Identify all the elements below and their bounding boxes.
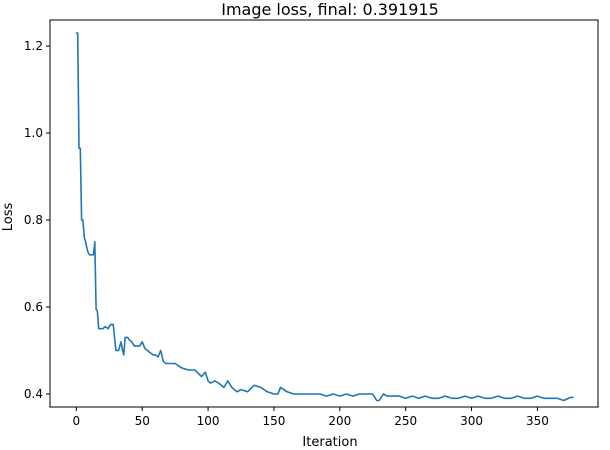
x-tick-label: 350 [526, 414, 549, 428]
y-axis-label: Loss [1, 203, 16, 232]
x-tick-label: 0 [73, 414, 81, 428]
y-axis-ticks: 0.4 0.6 0.8 1.0 1.2 [24, 39, 50, 401]
chart-title: Image loss, final: 0.391915 [221, 0, 439, 19]
x-tick-label: 250 [394, 414, 417, 428]
x-axis-ticks: 0 50 100 150 200 250 300 350 [73, 407, 549, 428]
y-tick-label: 1.2 [24, 39, 43, 53]
x-tick-label: 300 [460, 414, 483, 428]
y-tick-label: 0.4 [24, 387, 43, 401]
x-axis-label: Iteration [302, 435, 357, 450]
y-tick-label: 0.6 [24, 300, 43, 314]
x-tick-label: 50 [135, 414, 150, 428]
loss-series-line [75, 32, 574, 402]
x-tick-label: 100 [197, 414, 220, 428]
x-tick-label: 200 [328, 414, 351, 428]
x-tick-label: 150 [262, 414, 285, 428]
y-tick-label: 1.0 [24, 126, 43, 140]
plot-frame [49, 19, 599, 408]
axes-box [49, 19, 599, 408]
y-tick-label: 0.8 [24, 213, 43, 227]
